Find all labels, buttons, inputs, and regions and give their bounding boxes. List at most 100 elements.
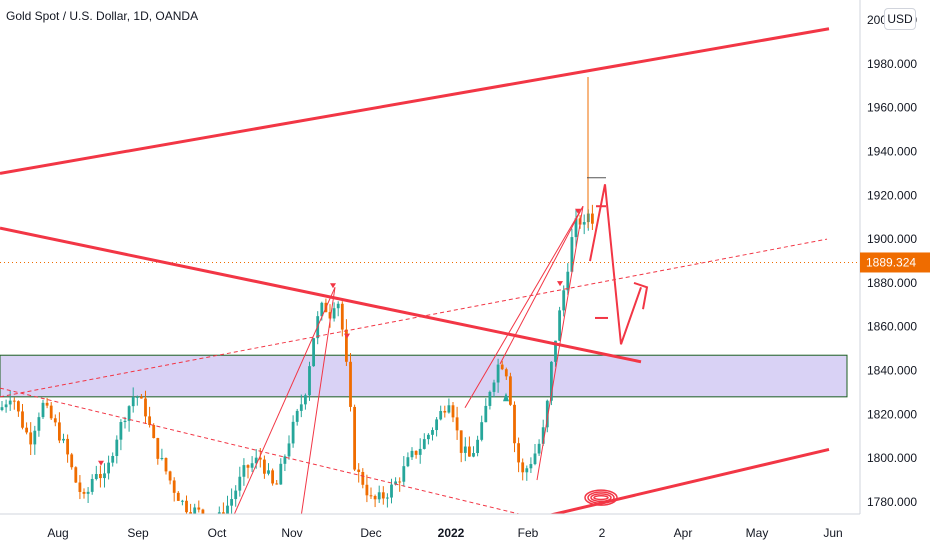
candle-body (12, 400, 16, 402)
candle-body (451, 405, 455, 418)
candle-body (53, 418, 57, 423)
rising-fan-line-5[interactable] (499, 205, 584, 365)
candle-body (283, 456, 287, 464)
candle-body (185, 500, 188, 513)
candle-body (320, 302, 324, 317)
time-tick-label: Apr (674, 526, 693, 540)
candle-body (37, 417, 41, 431)
candle-body (386, 497, 389, 499)
time-tick-label: May (746, 526, 769, 540)
candle-body (168, 471, 172, 481)
candle-body (345, 329, 348, 362)
candle-body (422, 439, 426, 449)
candle-body (238, 476, 242, 491)
candle-body (435, 419, 438, 431)
candle-body (390, 484, 393, 498)
candle-body (492, 382, 496, 392)
time-tick-label: 2 (599, 526, 606, 540)
candle-body (304, 395, 307, 405)
candle-body (537, 443, 541, 454)
candle-body (197, 507, 201, 510)
descending-trendline[interactable] (0, 226, 642, 364)
candle-body (488, 391, 492, 406)
candle-body (570, 237, 574, 272)
candle-body (0, 407, 4, 410)
candle-body (468, 446, 471, 457)
price-tick-label: 1820.000 (867, 407, 917, 421)
candle-body (500, 364, 504, 370)
candle-body (45, 402, 49, 406)
candle-body (418, 448, 422, 455)
candle-body (131, 396, 135, 407)
candle-body (472, 453, 475, 457)
candle-body (517, 443, 520, 463)
candle-body (66, 438, 69, 455)
time-axis[interactable]: Aug Sep Oct Nov Dec 2022 Feb 2 Apr May Jun (0, 513, 932, 550)
candle-body (123, 420, 127, 423)
candle-body (566, 271, 570, 291)
candle-body (41, 402, 45, 418)
time-tick-label: Aug (47, 526, 68, 540)
rising-fan-line-2[interactable] (299, 287, 336, 524)
candle-body (406, 457, 410, 467)
candle-body (340, 303, 344, 330)
candle-body (107, 462, 110, 474)
candle-body (287, 443, 291, 457)
candle-body (295, 410, 299, 422)
projection-path[interactable] (589, 184, 642, 345)
candle-body (402, 466, 406, 482)
candle-body (476, 439, 479, 454)
candle-body (49, 405, 53, 419)
price-axis[interactable]: 1780.000 1800.000 1820.000 1840.000 1860.000… (859, 0, 932, 550)
candle-body (550, 361, 553, 401)
candle-body (373, 495, 377, 500)
candle-body (463, 446, 467, 453)
lower-dashed-trendline[interactable] (0, 387, 561, 525)
candle-body (291, 421, 295, 444)
candle-body (94, 474, 98, 479)
candle-body (275, 483, 279, 485)
candle-body (381, 492, 385, 499)
spiral-marker (593, 494, 609, 501)
time-tick-label: Feb (518, 526, 539, 540)
candle-body (230, 499, 233, 506)
currency-button[interactable]: USD (884, 8, 916, 30)
candle-body (226, 505, 229, 517)
candle-body (156, 438, 160, 459)
candle-body (258, 457, 262, 460)
candle-body (17, 401, 20, 412)
candle-body (115, 439, 119, 456)
candle-body (144, 398, 147, 417)
price-tick-label: 1940.000 (867, 144, 917, 158)
price-tick-label: 1920.000 (867, 188, 917, 202)
candle-body (246, 465, 250, 468)
price-tick-label: 1900.000 (867, 232, 917, 246)
candle-body (513, 404, 516, 444)
price-tick-label: 1880.000 (867, 276, 917, 290)
candle-body (541, 427, 545, 444)
candle-body (242, 465, 246, 477)
rising-fan-line-3[interactable] (464, 205, 584, 409)
candle-body (562, 290, 566, 311)
spiral-marker (584, 489, 618, 506)
rising-fan-line-1[interactable] (229, 287, 336, 525)
candle-body (103, 473, 106, 479)
time-axis-panel (0, 514, 932, 550)
candle-body (349, 361, 352, 407)
signal-marker (575, 208, 581, 214)
candle-body (308, 366, 311, 396)
candle-body (529, 464, 533, 469)
upper-channel-line[interactable] (0, 27, 830, 175)
candle-body (181, 500, 184, 502)
price-tick-label: 1780.000 (867, 495, 917, 509)
signal-marker (557, 281, 563, 287)
rising-fan-line-4[interactable] (536, 206, 584, 481)
support-zone-rect[interactable] (0, 354, 848, 398)
candle-body (398, 481, 402, 483)
drawings[interactable] (0, 27, 860, 548)
candle-body (369, 495, 373, 497)
mid-channel-dashed-line[interactable] (0, 238, 828, 398)
candle-body (443, 411, 447, 413)
candle-body (353, 406, 356, 470)
